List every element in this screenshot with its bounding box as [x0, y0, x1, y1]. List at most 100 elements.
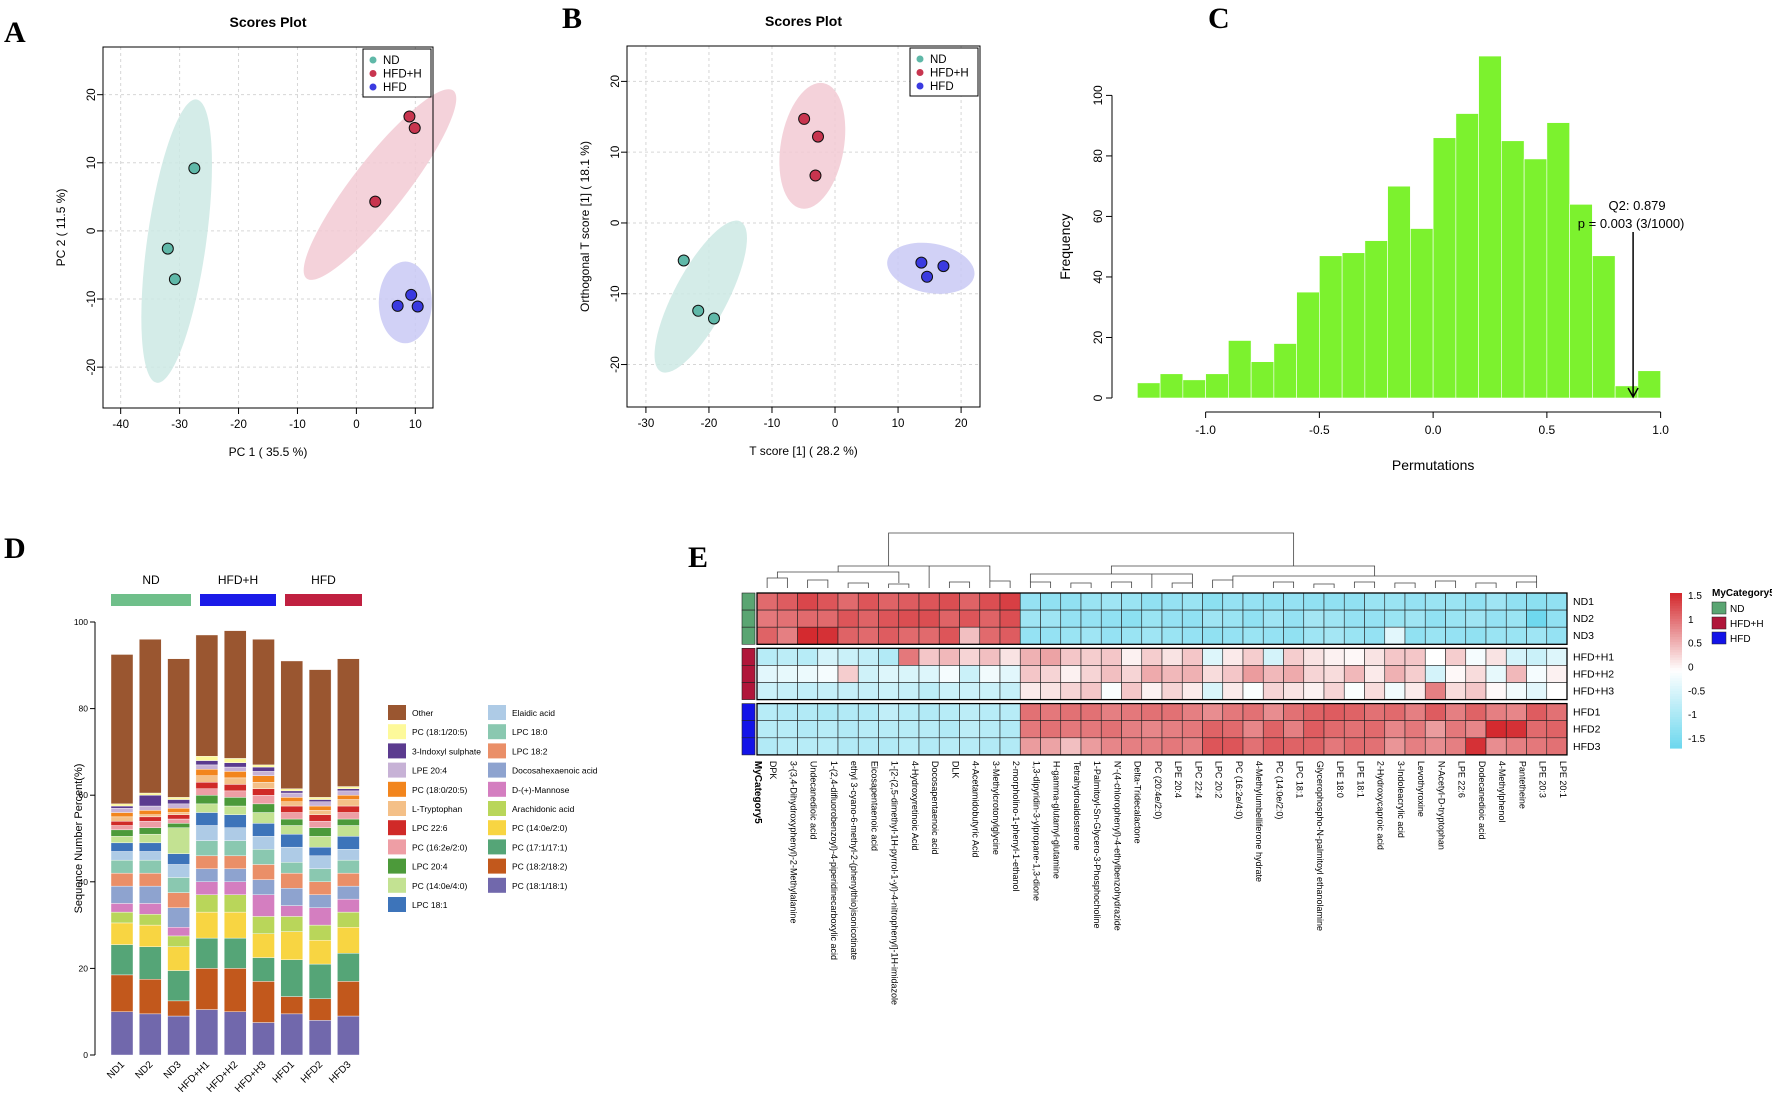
heatmap-cell	[756, 703, 778, 721]
heatmap-cell	[1465, 737, 1487, 756]
heatmap-cell	[1364, 592, 1386, 611]
stack-segment-pc-18-1-20-5	[167, 797, 190, 800]
legend-label-d-mannose: D-(+)-Mannose	[512, 785, 570, 795]
heatmap-cell	[1100, 665, 1122, 683]
heatmap-cell	[1343, 703, 1365, 721]
stack-segment-pc-18-0-20-5	[280, 797, 303, 802]
stack-segment-d-mannose	[139, 903, 162, 915]
heatmap-cell	[797, 720, 819, 739]
column-label: 4-Acetamidobutyric Acid	[971, 761, 981, 858]
point-nd-2	[692, 304, 705, 317]
annotation-legend-label-hfd: HFD	[1730, 634, 1751, 645]
heatmap-cell	[1262, 737, 1284, 756]
group-label-hfd-h: HFD+H	[218, 573, 258, 587]
heatmap-cell	[1283, 682, 1305, 700]
x-tick-label: ND1	[105, 1059, 127, 1081]
heatmap-cell	[1262, 703, 1284, 721]
color-scale-step	[1670, 717, 1682, 721]
heatmap-cell	[756, 592, 778, 611]
column-label: H-gamma-glutamyl-glutamine	[1052, 761, 1062, 879]
heatmap-cell	[1404, 703, 1426, 721]
column-label: 1-Palmitoyl-Sn-Glycero-3-Phosphocholine	[1092, 761, 1102, 929]
stack-segment-3-indoxyl-sulphate	[223, 762, 247, 768]
heatmap-cell	[1384, 626, 1406, 645]
heatmap-cell	[1303, 665, 1325, 683]
legend-swatch-lpc-20-4	[388, 858, 406, 874]
legend-label-l-tryptophan: L-Tryptophan	[412, 804, 463, 814]
point-nd-3	[707, 312, 720, 325]
color-scale-step	[1670, 616, 1682, 620]
heatmap-cell	[1080, 720, 1102, 739]
heatmap-cell	[898, 720, 920, 739]
x-tick-label: 10	[409, 419, 422, 431]
heatmap-cell	[1384, 737, 1406, 756]
legend-label-pc-14-0e-2-0: PC (14:0e/2:0)	[512, 823, 567, 833]
point-hfd-h-1	[798, 112, 811, 125]
legend-label-pc-14-0e-4-0: PC (14:0e/4:0)	[412, 881, 467, 891]
stack-segment-pc-16-2e-2-0	[308, 820, 332, 828]
heatmap-cell	[938, 737, 960, 756]
confidence-ellipse-hfd	[378, 261, 432, 344]
heatmap-cell	[959, 626, 981, 645]
stack-segment-arachidonic-acid	[139, 914, 162, 926]
heatmap-cell	[1465, 626, 1487, 645]
legend-label-other: Other	[412, 708, 433, 718]
heatmap-cell	[797, 609, 819, 628]
legend-label-pc-16-2e-2-0: PC (16:2e/2:0)	[412, 842, 467, 852]
column-label: PC (20:4e/2:0)	[1153, 761, 1163, 820]
stack-segment-pc-18-2-18-2	[252, 981, 275, 1023]
annotation-cell-nd	[741, 626, 756, 645]
stack-segment-elaidic-acid	[252, 836, 275, 850]
color-scale-step	[1670, 608, 1682, 612]
heatmap-cell	[837, 626, 859, 645]
heatmap-cell	[1181, 737, 1203, 756]
heatmap-cell	[938, 647, 960, 666]
stack-segment-lpc-20-4	[167, 823, 190, 828]
column-label: LPE 20:3	[1538, 761, 1548, 798]
stack-segment-l-tryptophan	[280, 801, 303, 807]
heatmap-cell	[1505, 737, 1527, 756]
histogram-bar	[1432, 137, 1457, 399]
point-hfd-3	[937, 260, 950, 273]
heatmap-cell	[1526, 737, 1548, 756]
heatmap-cell	[1202, 703, 1224, 721]
heatmap-cell	[1526, 665, 1548, 683]
heatmap-cell	[1161, 626, 1183, 645]
annotation-cell-hfd-h	[741, 665, 756, 683]
heatmap-cell	[1141, 682, 1163, 700]
legend-swatch-d-mannose	[488, 781, 506, 797]
heatmap-cell	[1303, 647, 1325, 666]
heatmap-cell	[878, 609, 900, 628]
heatmap-cell	[938, 609, 960, 628]
heatmap-cell	[1445, 609, 1467, 628]
stack-segment-pc-18-0-20-5	[252, 775, 275, 783]
heatmap-cell	[878, 647, 900, 666]
point-hfd-1	[405, 288, 418, 301]
legend-swatch-elaidic-acid	[488, 705, 506, 720]
color-scale-step	[1670, 709, 1682, 713]
heatmap-cell	[1364, 626, 1386, 645]
heatmap-cell	[1323, 592, 1345, 611]
heatmap-cell	[1445, 720, 1467, 739]
histogram-bar	[1228, 340, 1252, 399]
heatmap-cell	[1080, 647, 1102, 666]
heatmap-cell	[1546, 626, 1568, 645]
heatmap-cell	[1303, 626, 1325, 645]
stack-segment-docosahexaenoic-acid	[280, 888, 303, 906]
heatmap-cell	[1242, 665, 1264, 683]
stack-segment-d-mannose	[110, 903, 134, 913]
annotation-axis-label: MyCategory5	[752, 761, 763, 824]
heatmap-cell	[898, 665, 920, 683]
point-hfd-3	[411, 300, 424, 313]
legend-marker-hfd	[369, 83, 377, 91]
stack-segment-pc-14-0e-2-0	[110, 922, 134, 945]
heatmap-cell	[1181, 592, 1203, 611]
heatmap-cell	[1283, 720, 1305, 739]
color-scale-step	[1670, 678, 1682, 682]
stack-segment-elaidic-acid	[308, 855, 332, 870]
column-label: Docosapentaenoic acid	[930, 761, 940, 855]
stack-segment-pc-18-0-20-5	[337, 795, 360, 800]
color-scale-step	[1670, 706, 1682, 710]
heatmap-cell	[1262, 609, 1284, 628]
